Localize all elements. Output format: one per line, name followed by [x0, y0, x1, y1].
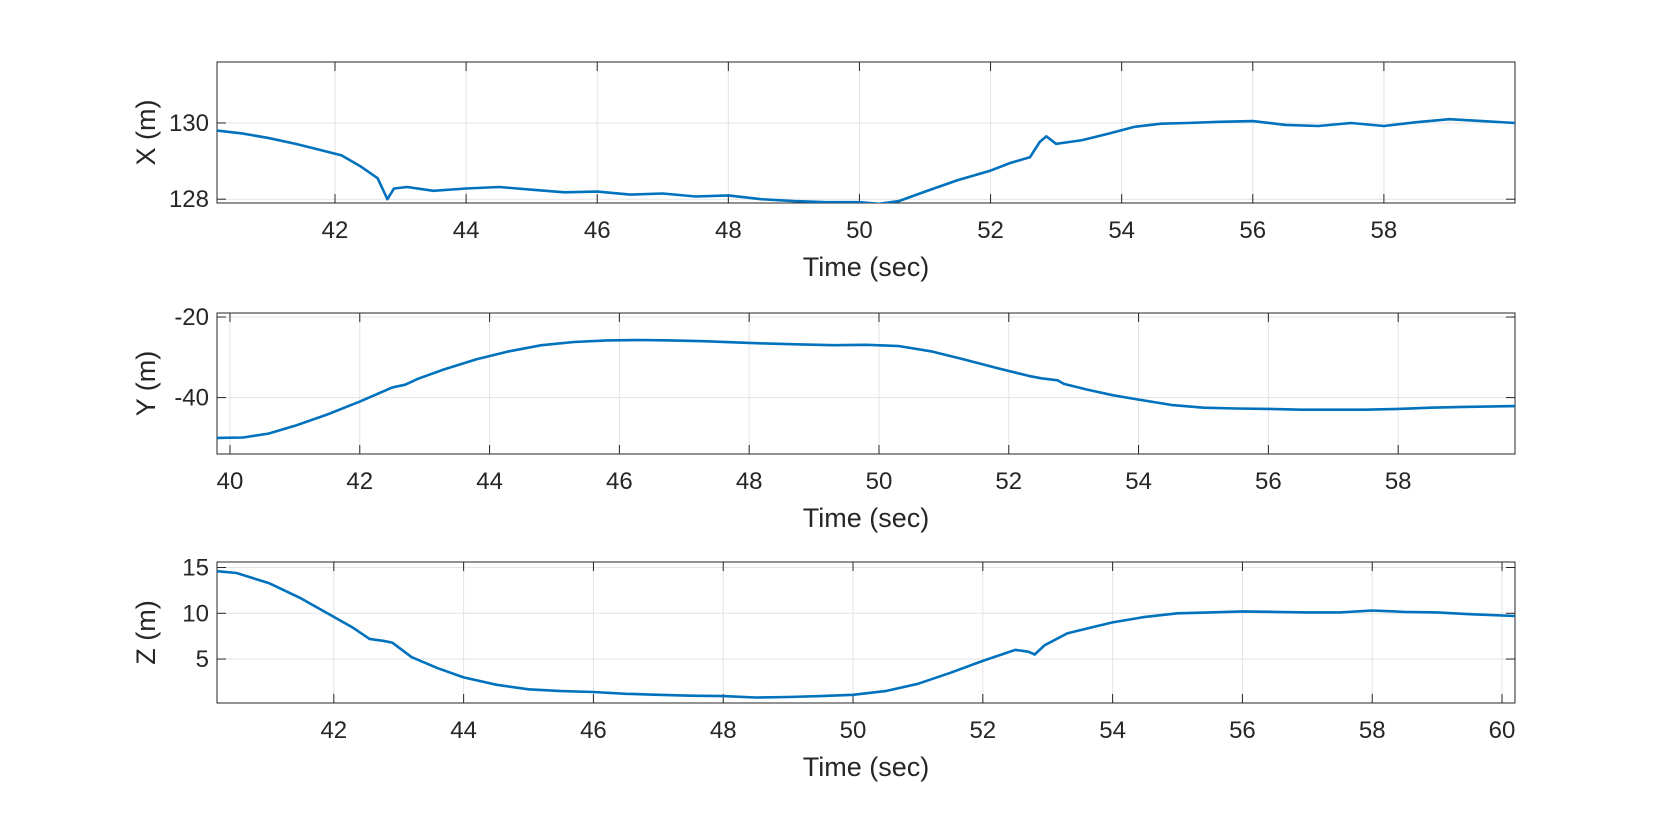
z-axis-xlabel: Time (sec) [803, 752, 930, 782]
z-series-line [217, 569, 1515, 699]
x-axis-xlabel: Time (sec) [803, 252, 930, 282]
x-series-line [217, 117, 1515, 203]
y-axis-ylabel: Y (m) [131, 351, 161, 417]
z-ytick-label: 10 [182, 600, 209, 627]
x-xtick-label: 52 [977, 217, 1004, 244]
y-xtick-label: 46 [606, 468, 633, 495]
x-xtick-label: 48 [715, 217, 742, 244]
x-axes-box [216, 61, 1516, 204]
y-xtick-label: 58 [1385, 468, 1412, 495]
z-xtick-label: 44 [450, 717, 477, 744]
z-xtick-label: 54 [1099, 717, 1126, 744]
y-xtick-label: 56 [1255, 468, 1282, 495]
z-ytick-label: 15 [182, 554, 209, 581]
y-axis-xlabel: Time (sec) [803, 503, 930, 533]
z-xtick-label: 60 [1489, 717, 1516, 744]
z-xtick-label: 48 [710, 717, 737, 744]
z-axis-ylabel: Z (m) [131, 600, 161, 664]
y-xtick-label: 42 [346, 468, 373, 495]
y-xtick-label: 50 [866, 468, 893, 495]
x-xtick-label: 56 [1239, 217, 1266, 244]
y-ytick-label: -40 [174, 385, 209, 412]
z-ytick-label: 5 [196, 646, 209, 673]
x-xtick-label: 42 [322, 217, 349, 244]
z-xtick-label: 56 [1229, 717, 1256, 744]
z-xtick-label: 52 [969, 717, 996, 744]
x-ytick-label: 130 [169, 110, 209, 137]
z-position-panel: 42 44 46 48 50 52 54 56 58 60 5 10 15 Time (sec) Z (m) [131, 554, 1516, 782]
y-xtick-label: 48 [736, 468, 763, 495]
y-axes-box [216, 312, 1516, 455]
x-ytick-label: 128 [169, 186, 209, 213]
y-xtick-label: 52 [995, 468, 1022, 495]
y-ytick-label: -20 [174, 304, 209, 331]
x-xtick-label: 46 [584, 217, 611, 244]
x-position-panel: 42 44 46 48 50 52 54 56 58 128 130 Time (sec) X (m) [131, 61, 1516, 282]
y-position-panel: 40 42 44 46 48 50 52 54 56 58 -40 -20 Time (sec) Y (m… [131, 304, 1516, 533]
y-series-line [217, 338, 1515, 440]
x-xtick-label: 54 [1108, 217, 1135, 244]
x-xtick-label: 50 [846, 217, 873, 244]
y-xtick-label: 54 [1125, 468, 1152, 495]
x-xtick-label: 44 [453, 217, 480, 244]
x-xtick-label: 58 [1371, 217, 1398, 244]
z-xtick-label: 46 [580, 717, 607, 744]
z-xtick-label: 50 [840, 717, 867, 744]
z-axes-box [216, 561, 1516, 704]
y-xtick-label: 44 [476, 468, 503, 495]
z-xtick-label: 58 [1359, 717, 1386, 744]
x-axis-ylabel: X (m) [131, 100, 161, 166]
z-xtick-label: 42 [320, 717, 347, 744]
y-xtick-label: 40 [217, 468, 244, 495]
